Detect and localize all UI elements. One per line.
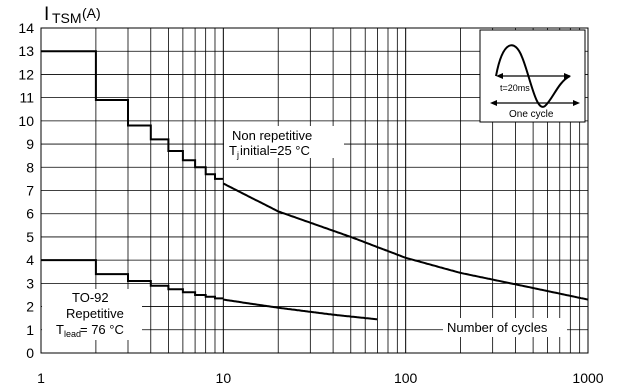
x-tick-label: 100 <box>394 370 418 386</box>
y-tick-label: 2 <box>26 299 34 315</box>
non-repetitive-curve <box>222 182 589 301</box>
tj-label-rest: initial=25 °C <box>240 143 310 158</box>
y-tick-label: 3 <box>26 275 34 291</box>
series-group <box>41 50 589 321</box>
y-tick-label: 5 <box>26 229 34 245</box>
y-axis-label-unit: (A) <box>82 5 101 21</box>
non-repetitive-label: Non repetitive <box>232 128 312 143</box>
cycle-arrowhead-left <box>490 100 497 106</box>
repetitive-curve <box>223 298 378 321</box>
y-tick-label: 10 <box>18 113 34 129</box>
y-tick-label: 6 <box>26 206 34 222</box>
x-axis-label-text: Number of cycles <box>447 320 548 335</box>
y-tick-label: 14 <box>18 20 34 36</box>
cycle-arrowhead-right <box>573 100 580 106</box>
package-label: TO-92 <box>72 290 109 305</box>
plot-frame <box>40 27 589 354</box>
y-tick-label: 1 <box>26 322 34 338</box>
tlead-label-sub: lead <box>64 329 81 339</box>
period-arrowhead-right <box>564 73 571 79</box>
repetitive-label: Repetitive <box>66 306 124 321</box>
period-label: t=20ms <box>500 83 530 93</box>
y-tick-label: 11 <box>19 90 34 106</box>
x-axis-label: Number of cycles <box>443 318 567 337</box>
tj-label-sub: j <box>236 150 239 160</box>
waveform-inset: t=20ms One cycle <box>479 29 586 123</box>
y-tick-label: 7 <box>26 183 34 199</box>
repetitive-annotation: TO-92 Repetitive T lead = 76 °C <box>42 289 142 340</box>
tlead-label-main: T <box>56 322 64 337</box>
non-repetitive-step-line <box>41 50 224 180</box>
y-tick-label: 4 <box>26 252 34 268</box>
sine-wave <box>495 44 571 108</box>
y-axis-label-sub: TSM <box>52 10 82 26</box>
tj-label-main: T <box>229 143 237 158</box>
tlead-label-rest: = 76 °C <box>80 322 124 337</box>
y-axis-label: I TSM (A) <box>40 2 101 26</box>
y-tick-label: 13 <box>18 43 34 59</box>
x-tick-labels: 1 10 100 1000 <box>37 370 604 386</box>
y-axis-label-main: I <box>44 4 49 25</box>
y-tick-label: 12 <box>18 66 34 82</box>
x-tick-label: 10 <box>216 370 232 386</box>
cycle-label: One cycle <box>509 109 554 120</box>
y-tick-label: 8 <box>26 159 34 175</box>
non-repetitive-annotation: Non repetitive T j initial=25 °C <box>224 126 344 160</box>
x-tick-label: 1 <box>37 370 45 386</box>
y-tick-label: 0 <box>26 345 34 361</box>
y-tick-label: 9 <box>26 136 34 152</box>
repetitive-step-line <box>41 259 224 300</box>
x-tick-label: 1000 <box>572 370 603 386</box>
period-arrowhead-left <box>496 73 503 79</box>
